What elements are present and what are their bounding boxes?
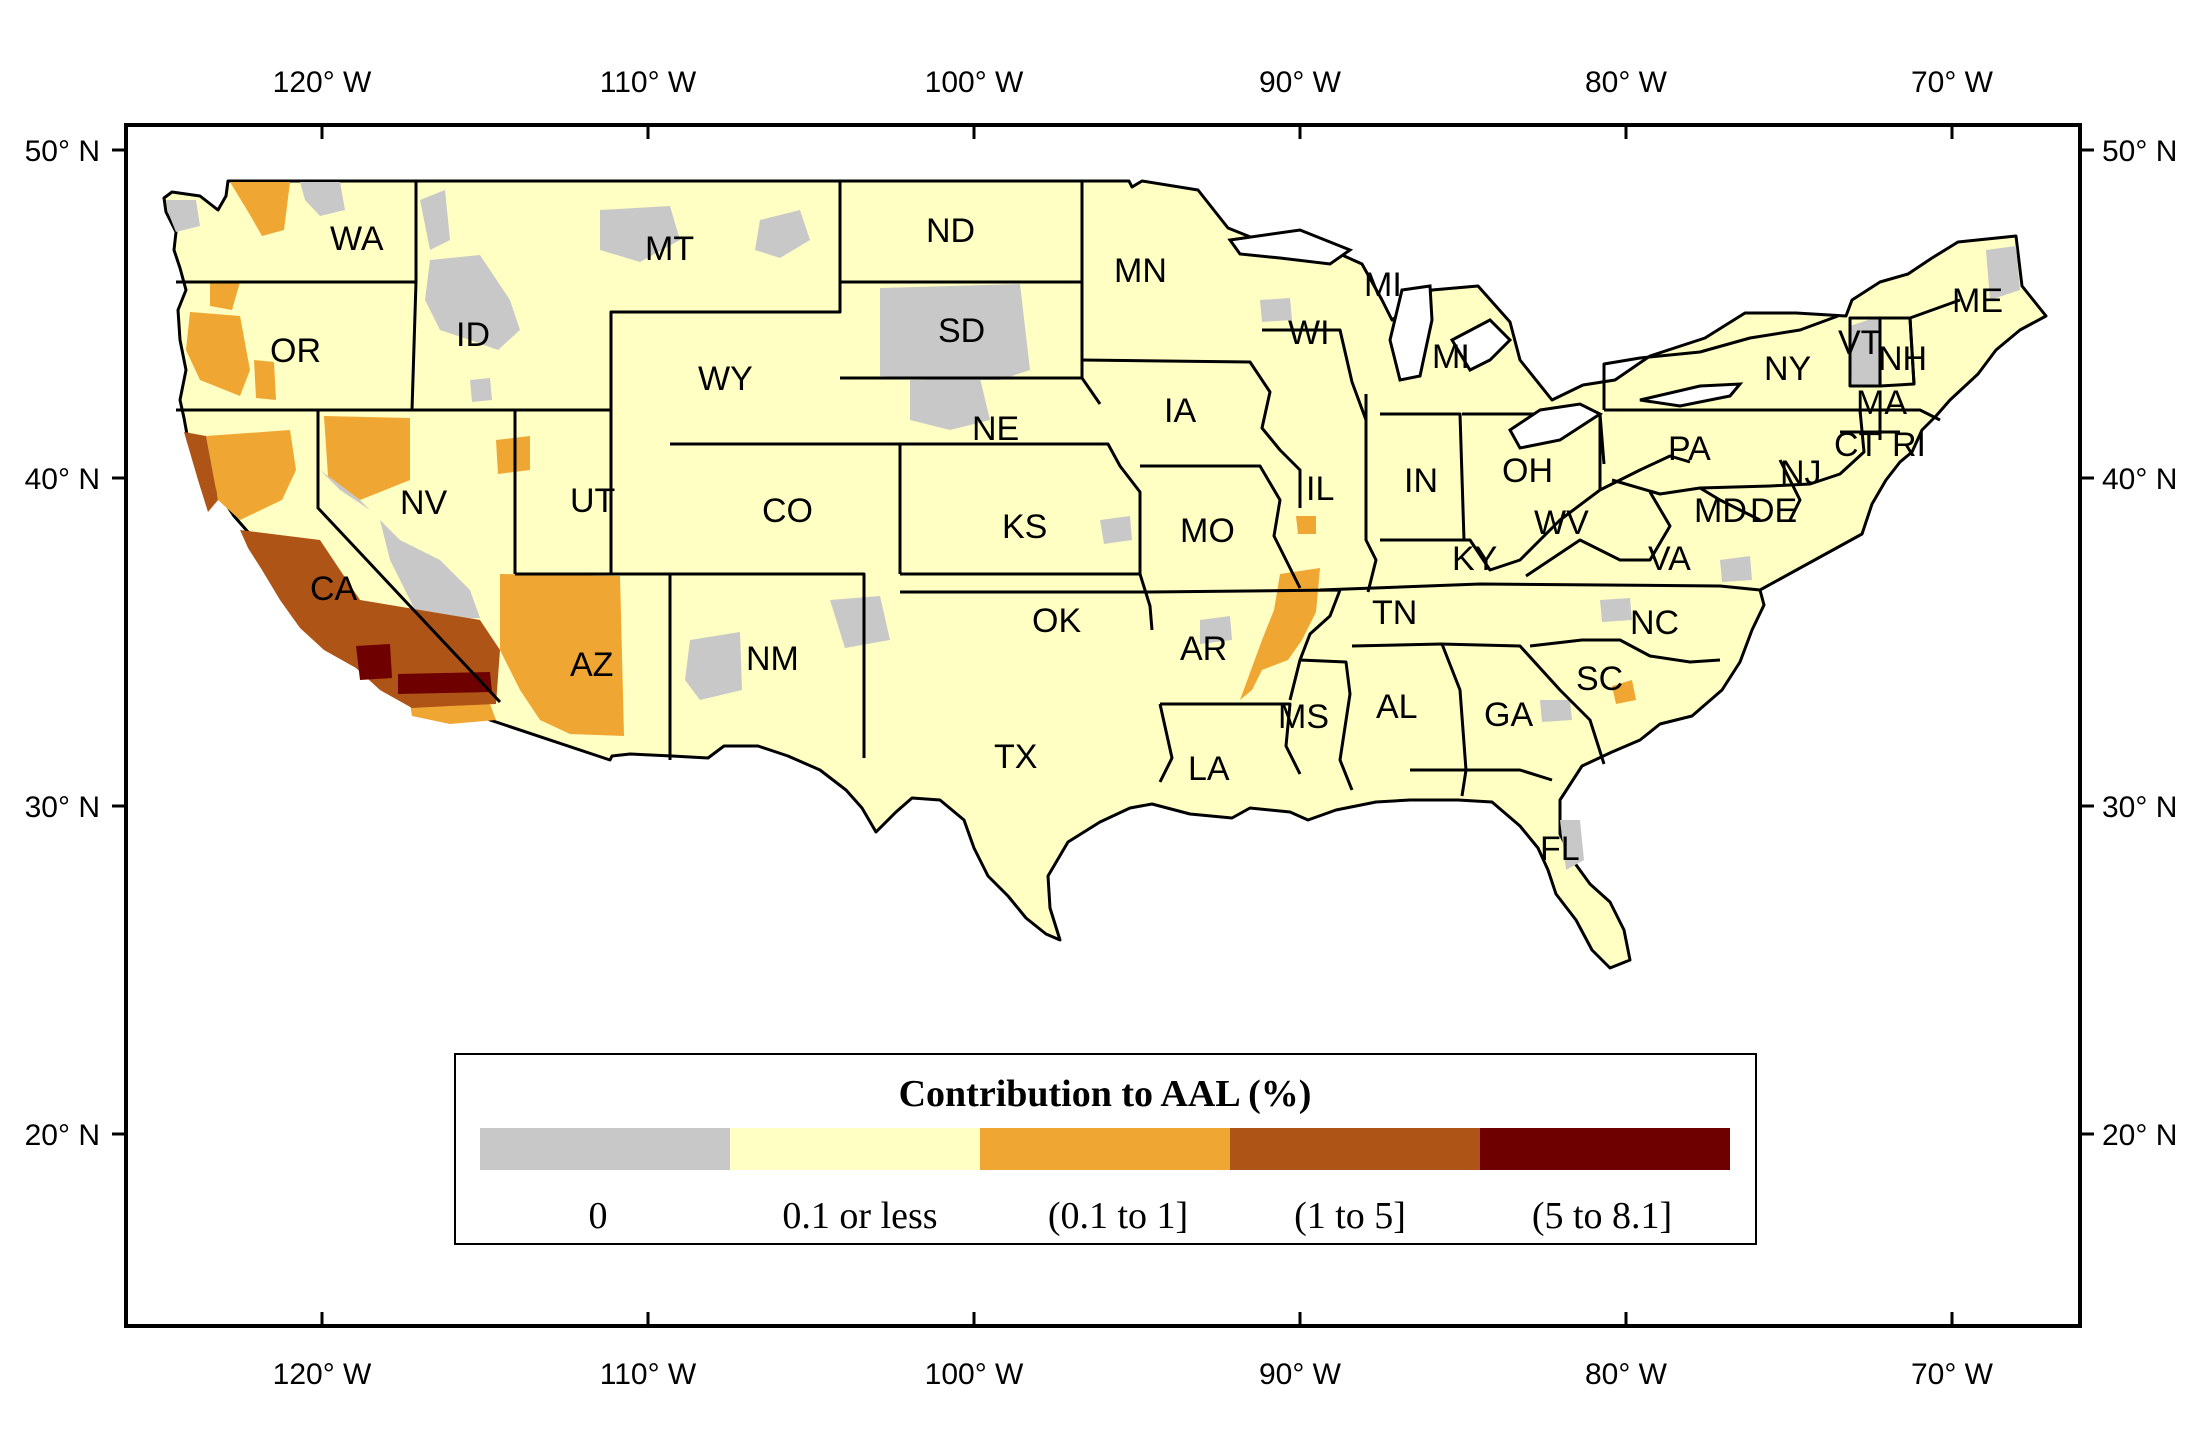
state-label-va: VA (1648, 540, 1691, 578)
state-borders (176, 181, 1961, 797)
state-label-md: MD (1694, 492, 1747, 530)
state-label-ks: KS (1002, 508, 1047, 546)
state-label-mt: MT (645, 230, 694, 268)
lat-label-right-30: 30° N (2102, 791, 2177, 824)
legend-title: Contribution to AAL (%) (899, 1073, 1312, 1115)
legend-label-high: (5 to 8.1] (1532, 1195, 1672, 1237)
state-label-sd: SD (938, 312, 985, 350)
lon-label-top-80: 80° W (1585, 66, 1668, 99)
lon-label-top-90: 90° W (1259, 66, 1342, 99)
state-label-la: LA (1188, 750, 1230, 788)
lon-label-bottom-120: 120° W (273, 1358, 372, 1391)
state-label-ma: MA (1856, 384, 1907, 422)
axis-ticks (112, 125, 2094, 1326)
state-label-nh: NH (1878, 340, 1927, 378)
state-label-ia: IA (1164, 392, 1196, 430)
state-label-wv: WV (1534, 504, 1589, 542)
lat-labels-left: 50° N 40° N 30° N 20° N (25, 135, 100, 1152)
state-label-pa: PA (1668, 430, 1711, 468)
state-label-il: IL (1306, 470, 1334, 508)
state-label-nm: NM (746, 640, 799, 678)
state-label-wy: WY (698, 360, 753, 398)
lat-label-left-40: 40° N (25, 463, 100, 496)
us-map (162, 179, 2048, 970)
lon-labels-bottom: 120° W 110° W 100° W 90° W 80° W 70° W (273, 1358, 1994, 1391)
lon-label-bottom-110: 110° W (600, 1358, 697, 1391)
state-label-sc: SC (1576, 660, 1623, 698)
state-label-nd: ND (926, 212, 975, 250)
class-mid-areas (184, 432, 500, 708)
lat-label-left-50: 50° N (25, 135, 100, 168)
class-high-areas (356, 644, 492, 694)
lat-label-left-30: 30° N (25, 791, 100, 824)
state-label-nv: NV (400, 484, 448, 522)
state-label-ut: UT (570, 482, 615, 520)
legend-label-zero: 0 (589, 1195, 608, 1237)
legend-swatch-zero (480, 1128, 730, 1170)
lon-label-top-120: 120° W (273, 66, 372, 99)
lon-labels-top: 120° W 110° W 100° W 90° W 80° W 70° W (273, 66, 1994, 99)
state-label-nj: NJ (1780, 454, 1822, 492)
state-label-ok: OK (1032, 602, 1081, 640)
state-label-wi: WI (1288, 314, 1330, 352)
great-lakes (1227, 228, 1744, 450)
class-zero-areas (166, 182, 2020, 870)
state-label-az: AZ (570, 646, 613, 684)
lat-labels-right: 50° N 40° N 30° N 20° N (2102, 135, 2177, 1152)
state-label-or: OR (270, 332, 321, 370)
state-label-vt: VT (1838, 324, 1881, 362)
lat-label-right-50: 50° N (2102, 135, 2177, 168)
lon-label-bottom-100: 100° W (925, 1358, 1024, 1391)
legend-label-mid-high: (1 to 5] (1294, 1195, 1406, 1237)
state-label-id: ID (456, 316, 490, 354)
state-label-al: AL (1376, 688, 1418, 726)
lat-label-right-40: 40° N (2102, 463, 2177, 496)
state-label-ga: GA (1484, 696, 1533, 734)
state-label-ms: MS (1278, 698, 1329, 736)
lon-label-bottom-90: 90° W (1259, 1358, 1342, 1391)
legend-label-mid-low: (0.1 to 1] (1048, 1195, 1188, 1237)
state-label-ca: CA (310, 570, 358, 608)
state-label-mo: MO (1180, 512, 1235, 550)
state-label-mi-upper: MI (1364, 266, 1402, 304)
state-label-ky: KY (1452, 540, 1497, 578)
state-label-tx: TX (994, 738, 1037, 776)
state-label-nc: NC (1630, 604, 1679, 642)
class-low-areas (186, 182, 1636, 736)
lon-label-top-70: 70° W (1911, 66, 1994, 99)
lon-label-top-100: 100° W (925, 66, 1024, 99)
lon-label-bottom-70: 70° W (1911, 1358, 1994, 1391)
state-label-tn: TN (1372, 594, 1417, 632)
map-frame (124, 123, 2082, 1328)
state-label-ri: RI (1892, 426, 1926, 464)
state-label-ne: NE (972, 410, 1019, 448)
state-labels: WA OR CA ID NV MT WY UT AZ CO NM ND SD N… (270, 212, 2003, 868)
state-label-co: CO (762, 492, 813, 530)
legend-swatch-mid-high (1230, 1128, 1480, 1170)
state-label-ny: NY (1764, 350, 1811, 388)
legend-swatch-mid-low (980, 1128, 1230, 1170)
lat-label-right-20: 20° N (2102, 1119, 2177, 1152)
state-label-in: IN (1404, 462, 1438, 500)
state-label-oh: OH (1502, 452, 1553, 490)
legend-swatch-high (1480, 1128, 1730, 1170)
state-label-mi: MI (1432, 338, 1470, 376)
state-label-ct: CT (1834, 426, 1879, 464)
lat-label-left-20: 20° N (25, 1119, 100, 1152)
lon-label-bottom-80: 80° W (1585, 1358, 1668, 1391)
state-label-de: DE (1750, 492, 1797, 530)
state-label-mn: MN (1114, 252, 1167, 290)
legend-swatch-low (730, 1128, 980, 1170)
lon-label-top-110: 110° W (600, 66, 697, 99)
state-label-fl: FL (1540, 830, 1580, 868)
state-label-me: ME (1952, 282, 2003, 320)
state-label-wa: WA (330, 220, 384, 258)
state-label-ar: AR (1180, 630, 1227, 668)
legend-label-low: 0.1 or less (782, 1195, 937, 1237)
legend: Contribution to AAL (%) 0 0.1 or less (0… (454, 1053, 1757, 1245)
